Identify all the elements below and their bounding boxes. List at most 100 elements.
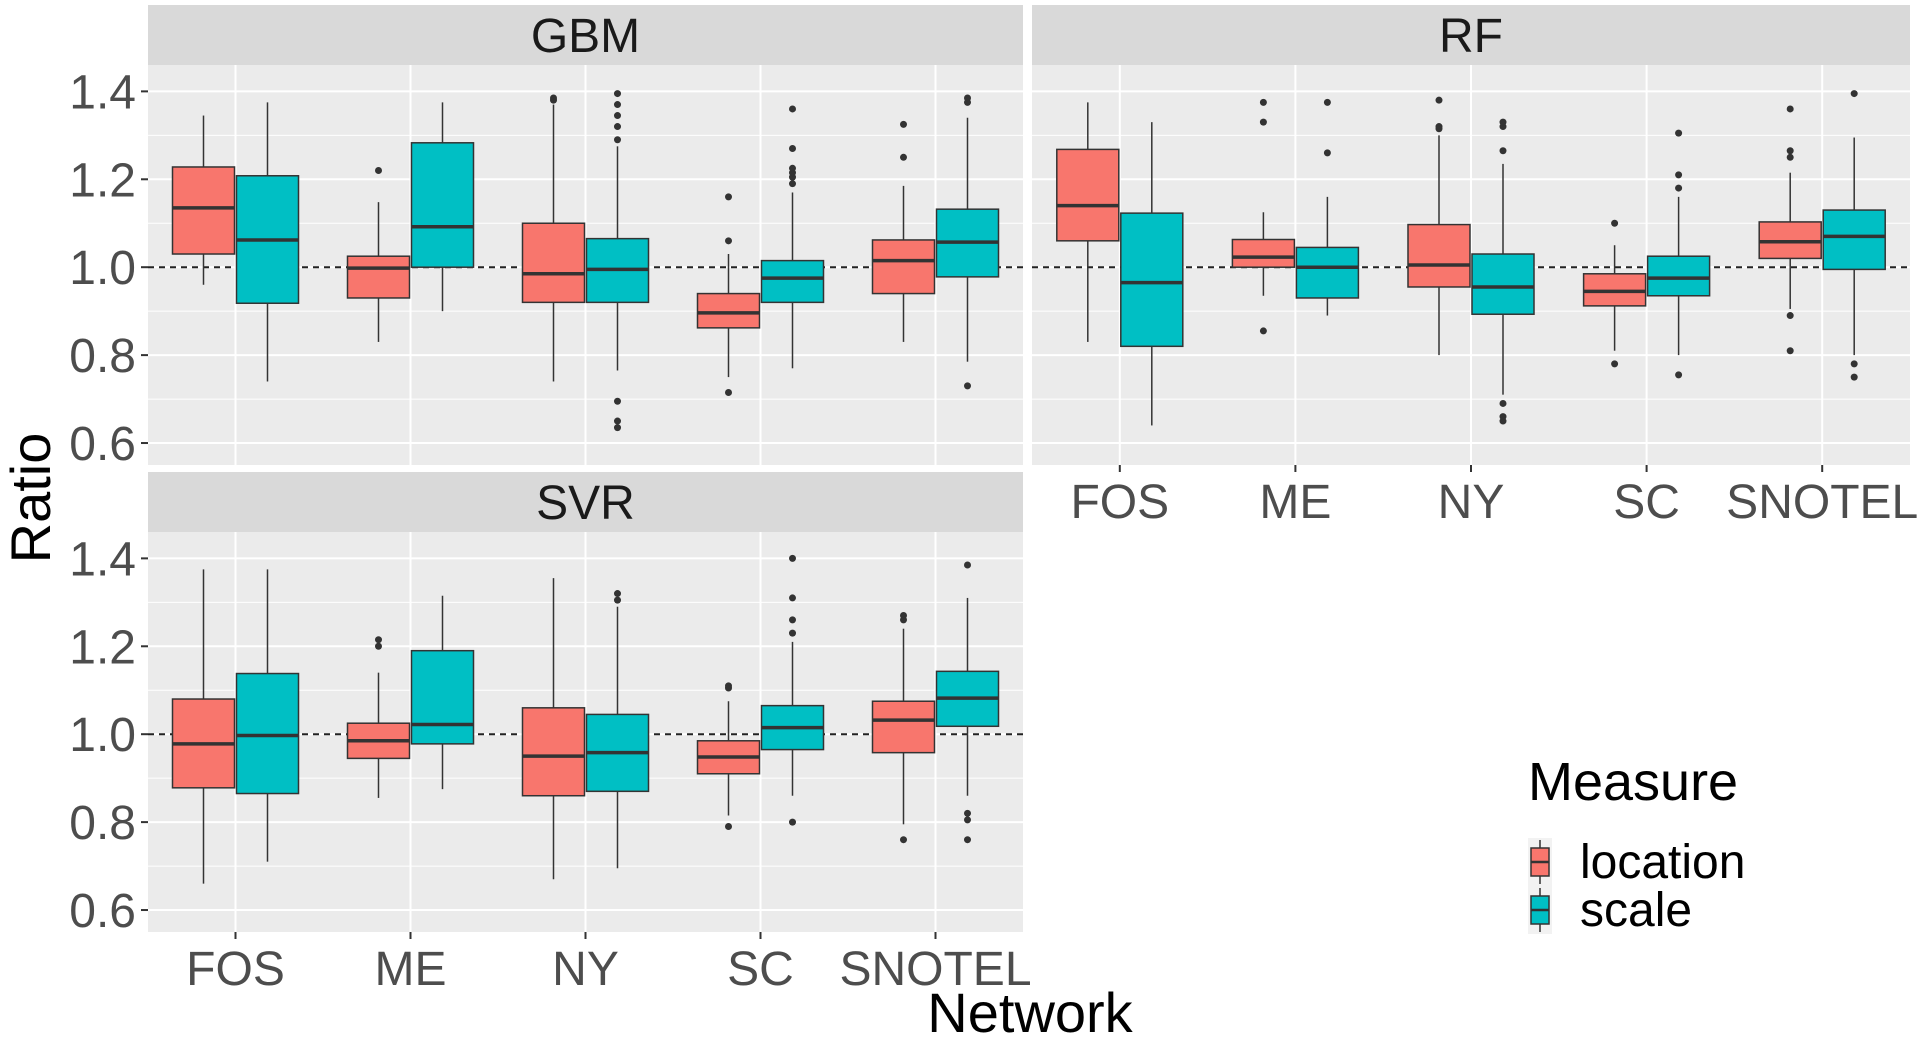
box-body [410, 649, 475, 745]
y-axis-title: Ratio [0, 433, 62, 564]
box-scale-snotel [935, 94, 1000, 390]
outlier-point [614, 101, 621, 109]
y-tick-label: 0.8 [69, 797, 136, 850]
facet-strip [1032, 5, 1910, 65]
box-scale-ny [585, 590, 650, 869]
box-location-fos [171, 569, 236, 884]
y-tick-label: 1.4 [69, 533, 136, 586]
box-location-me [1231, 98, 1296, 335]
y-tick-label: 0.8 [69, 330, 136, 383]
outlier-point [964, 561, 971, 569]
outlier-point [789, 164, 796, 172]
outlier-point [1323, 149, 1331, 157]
outlier-point [614, 136, 621, 144]
box-scale-me [410, 102, 475, 312]
outlier-point [1675, 171, 1683, 179]
outlier-point [1499, 118, 1507, 126]
box-body [871, 239, 936, 295]
box-location-me [346, 166, 411, 342]
box-body [1056, 148, 1120, 242]
box-body [696, 292, 761, 329]
box-body [1822, 209, 1886, 271]
outlier-point [1675, 371, 1683, 379]
outlier-point [725, 388, 732, 396]
box-location-fos [1056, 102, 1120, 342]
outlier-point [964, 382, 971, 390]
outlier-point [1786, 153, 1794, 161]
box-body [1120, 212, 1184, 348]
outlier-point [1435, 96, 1443, 104]
outlier-point [900, 153, 907, 161]
outlier-point [900, 120, 907, 128]
box-body [1646, 255, 1711, 297]
outlier-point [789, 629, 796, 637]
outlier-point [1499, 417, 1507, 425]
outlier-point [964, 836, 971, 844]
box-scale-sc [760, 554, 825, 826]
y-tick-label: 1.2 [69, 154, 136, 207]
facet-panel-rf: RF FOS ME NY SC SNOTEL [1032, 5, 1917, 529]
outlier-point [614, 397, 621, 405]
y-tick-label: 0.6 [69, 885, 136, 938]
legend-key-scale [1528, 886, 1552, 934]
outlier-point [614, 596, 621, 604]
facet-panel-gbm: GBM 0.6 0.8 1.0 1.2 1.4 [69, 5, 1023, 471]
box-body [521, 707, 586, 797]
outlier-point [1786, 312, 1794, 320]
outlier-point [1850, 360, 1858, 368]
outlier-point [789, 180, 796, 188]
outlier-point [1611, 360, 1619, 368]
box-location-snotel [871, 120, 936, 342]
outlier-point [725, 682, 732, 690]
outlier-point [1323, 98, 1331, 106]
outlier-point [375, 642, 382, 650]
facet-strip [148, 472, 1023, 532]
box-scale-snotel [935, 561, 1000, 844]
facet-title: SVR [536, 477, 635, 530]
outlier-point [1850, 373, 1858, 381]
outlier-point [375, 636, 382, 644]
outlier-point [1499, 399, 1507, 407]
box-body [346, 255, 411, 299]
box-scale-fos [1120, 122, 1184, 426]
outlier-point [1259, 327, 1267, 335]
outlier-point [614, 424, 621, 432]
box-location-snotel [1758, 105, 1822, 355]
outlier-point [964, 816, 971, 824]
box-location-ny [1407, 96, 1471, 356]
box-location-ny [521, 578, 586, 880]
x-tick-label: FOS [186, 943, 285, 996]
box-location-fos [171, 115, 236, 285]
x-tick-label: SNOTEL [839, 943, 1031, 996]
outlier-point [725, 237, 732, 245]
outlier-point [1786, 347, 1794, 355]
y-tick-label: 1.4 [69, 66, 136, 119]
x-tick-label: SC [727, 943, 794, 996]
box-body [235, 672, 300, 795]
outlier-point [1435, 123, 1443, 131]
y-tick-label: 1.0 [69, 709, 136, 762]
box-scale-fos [235, 102, 300, 382]
facet-panel-svr: SVR 0.6 0.8 1.0 1.2 1.4 FOS ME NY SC SNOTEL [69, 472, 1032, 996]
outlier-point [789, 594, 796, 602]
x-tick-label: ME [375, 943, 447, 996]
outlier-point [614, 417, 621, 425]
outlier-point [900, 612, 907, 620]
outlier-point [1259, 98, 1267, 106]
outlier-point [1850, 90, 1858, 98]
x-tick-label: SNOTEL [1726, 476, 1917, 529]
outlier-point [1675, 129, 1683, 137]
box-scale-snotel [1822, 90, 1886, 381]
outlier-point [789, 145, 796, 153]
box-location-me [346, 636, 411, 798]
box-scale-sc [1646, 129, 1711, 379]
outlier-point [900, 836, 907, 844]
box-scale-me [410, 595, 475, 790]
outlier-point [789, 616, 796, 624]
box-body [1471, 253, 1535, 315]
outlier-point [1675, 184, 1683, 192]
box-body [871, 700, 936, 754]
box-scale-sc [760, 105, 825, 369]
outlier-point [375, 166, 382, 174]
